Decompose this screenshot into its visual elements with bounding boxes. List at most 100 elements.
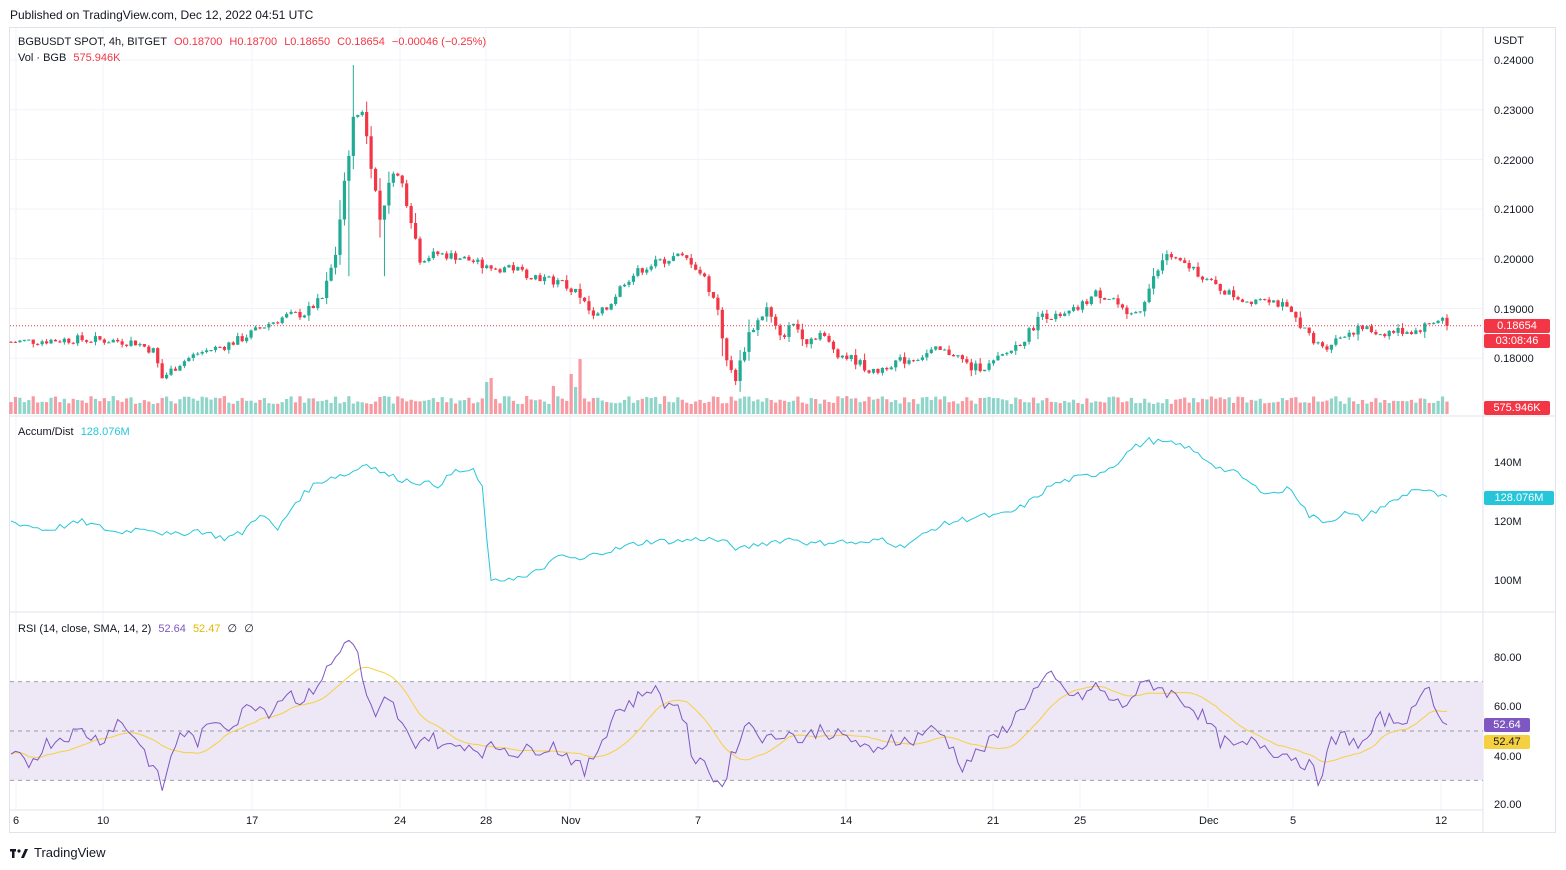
candle-body [1352,332,1356,335]
tradingview-brand[interactable]: TradingView [10,845,106,860]
volume-bar [782,400,787,414]
volume-bar [1432,402,1436,414]
volume-bar [80,400,84,414]
volume-bar [44,402,49,414]
volume-bar [636,400,640,414]
candle-body [1245,301,1249,303]
candle-body [791,323,796,326]
candle-body [1063,313,1067,316]
volume-bar [22,402,26,414]
volume-bar [396,396,400,414]
volume-bar [951,401,956,414]
candle-body [142,344,146,347]
volume-bar [1232,402,1236,414]
volume-bar [1392,400,1396,414]
volume-bar [1218,397,1222,414]
high-value: H0.18700 [229,36,278,48]
candle-body [378,190,382,220]
volume-bar [1263,403,1267,414]
volume-bar [1147,402,1151,414]
volume-bar [311,398,315,414]
candle-body [333,254,338,268]
volume-bar [236,400,240,414]
candle-body [649,266,653,270]
candle-body [551,276,555,285]
candle-body [511,265,515,271]
volume-bar [342,402,347,414]
rsi-label[interactable]: RSI (14, close, SMA, 14, 2) [18,623,152,635]
volume-bar [889,401,893,414]
volume-bar [1369,401,1374,414]
candle-body [742,351,747,361]
volume-bar [631,402,636,414]
rsi-extra-1: ∅ [227,623,238,635]
volume-bar [165,396,169,414]
candle-body [1387,331,1391,337]
candle-body [903,357,907,364]
volume-bar [485,382,489,414]
candle-body [1285,302,1289,307]
volume-bar [13,396,18,414]
volume-bar [1014,397,1018,414]
candle-body [698,269,702,274]
candle-body [1360,325,1365,330]
published-note: Published on TradingView.com, Dec 12, 20… [10,8,314,22]
volume-bar [280,402,284,414]
volume-bar [1058,403,1062,414]
volume-bar [120,401,124,414]
volume-bar [378,397,382,414]
candle-body [138,344,142,346]
candle-body [1436,320,1440,323]
brand-name: TradingView [34,845,106,860]
candle-body [1316,342,1320,344]
volume-bar [1272,402,1276,414]
candle-body [974,363,978,371]
volume-bar [920,397,924,414]
candle-body [1205,278,1209,280]
candle-body [418,238,422,263]
candle-body [574,288,578,293]
chart-frame [9,27,1556,833]
ad-tick: 100M [1494,575,1522,587]
candle-body [253,327,258,331]
volume-bar [1067,402,1071,414]
candle-body [1396,328,1400,333]
candle-body [782,335,787,337]
volume-legend: Vol · BGB 575.946K [18,52,124,64]
candle-body [1329,344,1334,350]
candle-body [1365,326,1369,330]
volume-bar [173,403,178,414]
volume-bar [614,403,618,414]
volume-label[interactable]: Vol · BGB [18,52,67,64]
volume-bar [1107,397,1111,414]
candle-body [605,307,609,310]
candle-body [956,355,960,357]
candle-body [1187,262,1191,269]
candle-body [276,322,280,324]
candle-body [445,253,449,259]
candle-body [498,269,502,273]
volume-bar [9,402,13,414]
candle-body [1218,284,1222,291]
candle-body [169,368,173,375]
volume-bar [1009,403,1013,414]
candle-body [591,310,596,316]
candle-body [173,368,178,371]
candle-body [129,340,133,346]
ad-label[interactable]: Accum/Dist [18,426,74,438]
candle-body [356,115,360,117]
price-tick: 0.23000 [1494,105,1534,117]
volume-bar [333,396,338,414]
volume-bar [1156,402,1160,414]
volume-bar [98,401,102,414]
candle-body [36,343,40,345]
volume-bar [253,402,258,414]
ad-value: 128.076M [80,426,130,438]
volume-bar [1005,400,1009,414]
volume-bar [938,399,942,414]
candle-body [1343,336,1347,338]
symbol-label[interactable]: BGBUSDT SPOT, 4h, BITGET [18,36,167,48]
candle-body [427,257,431,262]
volume-bar [1085,398,1089,414]
